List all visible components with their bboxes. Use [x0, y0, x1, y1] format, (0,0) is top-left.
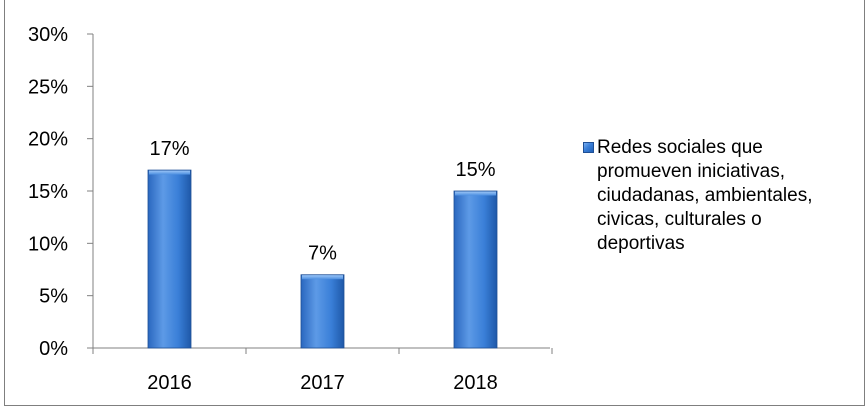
bar-top-highlight	[302, 275, 343, 280]
bar-top-highlight	[149, 170, 190, 175]
y-tick-label: 10%	[28, 233, 68, 255]
y-tick-label: 20%	[28, 129, 68, 151]
y-tick-label: 5%	[39, 286, 68, 308]
x-tick-label: 2016	[147, 372, 192, 394]
data-label: 7%	[308, 243, 337, 265]
data-label: 15%	[455, 159, 495, 181]
data-labels: 17% 2016 7% 2017 15% 2018	[147, 138, 498, 394]
x-tick-label: 2017	[300, 372, 345, 394]
legend-line: ciudadanas, ambientales,	[597, 185, 813, 206]
bar-top-highlight	[455, 191, 496, 196]
data-label: 17%	[149, 138, 189, 160]
bar	[300, 274, 345, 349]
legend-line: deportivas	[597, 233, 685, 254]
bars	[147, 169, 498, 349]
legend-line: civicas, culturales o	[597, 209, 762, 230]
y-tick-label: 0%	[39, 338, 68, 360]
legend-line: Redes sociales que	[597, 137, 763, 158]
y-tick-label: 25%	[28, 76, 68, 98]
x-tick-label: 2018	[453, 372, 498, 394]
chart-frame	[4, 0, 865, 406]
bar	[453, 190, 498, 349]
y-tick-label: 15%	[28, 181, 68, 203]
legend-label: Redes sociales que promueven iniciativas…	[597, 136, 812, 256]
legend: Redes sociales que promueven iniciativas…	[583, 136, 853, 256]
legend-swatch	[583, 142, 594, 153]
y-tick-label: 30%	[28, 24, 68, 46]
bar	[147, 169, 192, 349]
legend-line: promueven iniciativas,	[597, 161, 785, 182]
